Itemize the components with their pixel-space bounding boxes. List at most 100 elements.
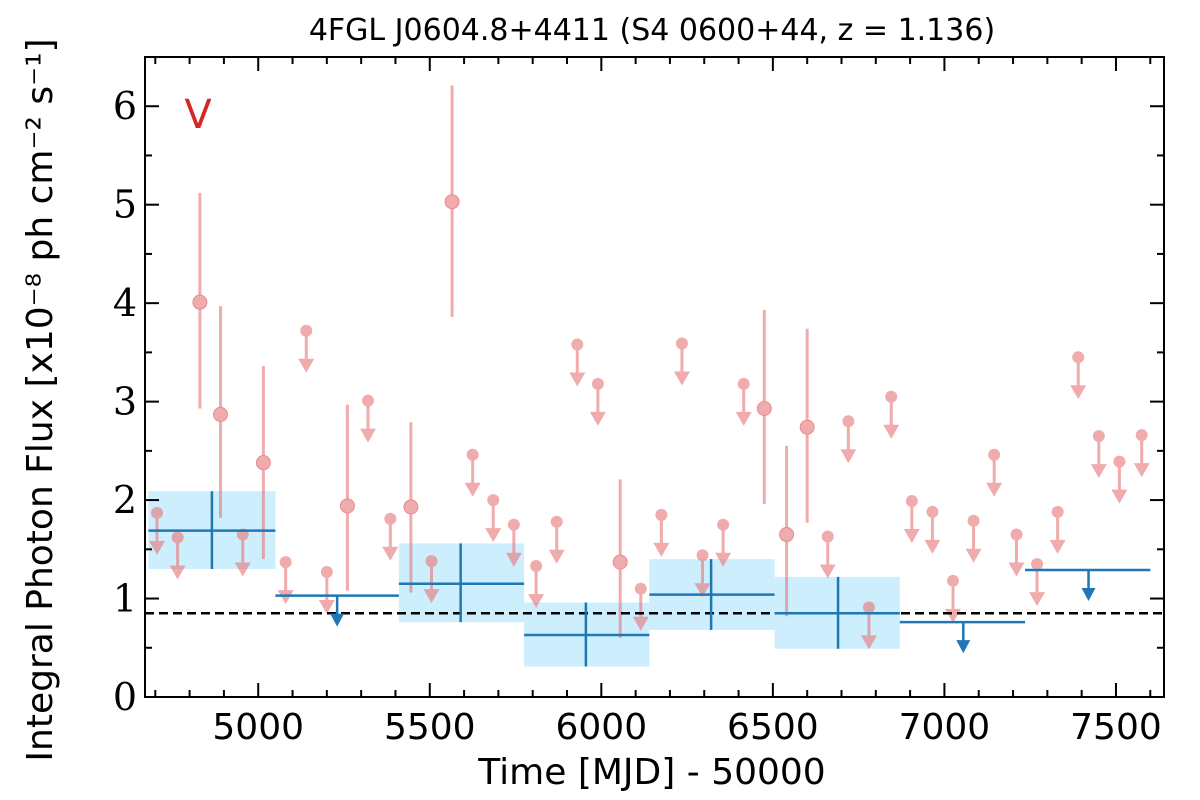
upper-limit-arrow — [589, 411, 606, 426]
upper-limit-marker — [571, 338, 584, 351]
short-bin-point — [673, 337, 690, 386]
upper-limit-marker — [946, 574, 959, 587]
upper-limit-arrow — [1133, 463, 1150, 478]
y-tick-label: 5 — [113, 183, 137, 227]
short-bin-point — [986, 448, 1003, 497]
y-tick-label: 0 — [113, 675, 137, 719]
x-tick-label: 7500 — [1070, 707, 1162, 748]
short-bin-point — [339, 404, 355, 591]
long-bin-ul-arrow — [1081, 587, 1096, 601]
upper-limit-arrow — [169, 565, 186, 580]
upper-limit-marker — [550, 515, 563, 528]
upper-limit-arrow — [883, 424, 900, 439]
long-bin-ul-arrow — [956, 640, 971, 654]
upper-limit-marker — [634, 582, 647, 595]
upper-limit-marker — [862, 601, 875, 614]
short-bin-point — [444, 85, 460, 317]
short-bin-point — [589, 377, 606, 426]
upper-limit-marker — [320, 565, 333, 578]
short-bin-point — [277, 556, 294, 605]
short-bin-point — [382, 512, 399, 561]
upper-limit-marker — [1135, 429, 1148, 442]
upper-limit-marker — [279, 556, 292, 569]
axis-ticks: 5000 5500 6000 6500 7000 7500 0 1 2 3 4 5 6 — [113, 56, 1164, 748]
short-bin-point — [318, 565, 335, 614]
upper-limit-arrow — [965, 548, 982, 563]
upper-limit-arrow — [840, 449, 857, 464]
upper-limit-arrow — [903, 529, 920, 544]
short-bin-point — [632, 582, 649, 631]
upper-limit-arrow — [298, 358, 315, 373]
upper-limit-arrow — [149, 540, 166, 555]
upper-limit-arrow — [715, 552, 732, 567]
plot-area — [145, 85, 1164, 667]
upper-limit-marker — [967, 514, 980, 527]
short-bin-point — [423, 555, 440, 604]
short-bin-point — [819, 530, 836, 579]
upper-limit-marker — [1072, 351, 1085, 364]
y-axis-label: Integral Photon Flux [x10⁻⁸ ph cm⁻² s⁻¹] — [20, 38, 61, 761]
data-point — [799, 419, 815, 435]
x-tick-label: 5500 — [384, 707, 476, 748]
upper-limit-arrow — [528, 594, 545, 609]
short-bin-point — [735, 377, 752, 426]
short-bin-point — [298, 324, 315, 373]
upper-limit-marker — [487, 494, 500, 507]
short-bin-point — [505, 518, 522, 567]
y-tick-label: 2 — [113, 478, 137, 522]
upper-limit-arrow — [277, 590, 294, 605]
band-label: V — [184, 92, 212, 138]
short-bin-point — [485, 494, 502, 543]
short-bin-point — [169, 531, 186, 580]
data-point — [444, 194, 460, 210]
short-bin-point — [1133, 429, 1150, 478]
x-axis-label: Time [MJD] - 50000 — [477, 752, 825, 793]
upper-limit-arrow — [1029, 592, 1046, 607]
short-bin-point — [1008, 528, 1025, 577]
data-point — [612, 554, 628, 570]
x-tick-label: 6000 — [556, 707, 648, 748]
short-bin-point — [403, 422, 419, 593]
upper-limit-marker — [530, 560, 543, 573]
short-bin-point — [569, 338, 586, 387]
short-bin-point — [255, 366, 271, 560]
upper-limit-arrow — [1008, 562, 1025, 577]
upper-limit-arrow — [819, 564, 836, 579]
upper-limit-marker — [926, 505, 939, 518]
upper-limit-marker — [384, 512, 397, 525]
short-bin-point — [528, 560, 545, 609]
upper-limit-arrow — [234, 562, 251, 577]
short-bin-point — [756, 310, 772, 505]
x-tick-label: 7000 — [899, 707, 991, 748]
short-bin-point — [1090, 430, 1107, 479]
upper-limit-arrow — [569, 372, 586, 387]
data-point — [339, 498, 355, 514]
short-bin-point — [965, 514, 982, 563]
y-tick-label: 1 — [113, 577, 137, 621]
upper-limit-arrow — [632, 616, 649, 631]
short-bin-point — [779, 445, 795, 617]
data-point — [212, 406, 228, 422]
upper-limit-marker — [591, 377, 604, 390]
data-point — [192, 294, 208, 310]
upper-limit-marker — [507, 518, 520, 531]
y-tick-label: 3 — [113, 380, 137, 424]
short-bin-point — [903, 495, 920, 544]
short-bin-point — [548, 515, 565, 564]
x-tick-label: 6500 — [727, 707, 819, 748]
y-tick-label: 6 — [113, 84, 137, 128]
upper-limit-marker — [821, 530, 834, 543]
long-bin-ul-arrow — [330, 613, 345, 627]
short-bin-point — [192, 192, 208, 409]
short-bin-point — [715, 518, 732, 567]
short-bin-point — [360, 394, 377, 443]
data-point — [255, 455, 271, 471]
upper-limit-arrow — [505, 552, 522, 567]
upper-limit-marker — [171, 531, 184, 544]
short-bin-point — [1111, 455, 1128, 504]
upper-limit-marker — [1113, 455, 1126, 468]
upper-limit-arrow — [860, 635, 877, 650]
upper-limit-marker — [362, 394, 375, 407]
x-tick-label: 5000 — [212, 707, 304, 748]
